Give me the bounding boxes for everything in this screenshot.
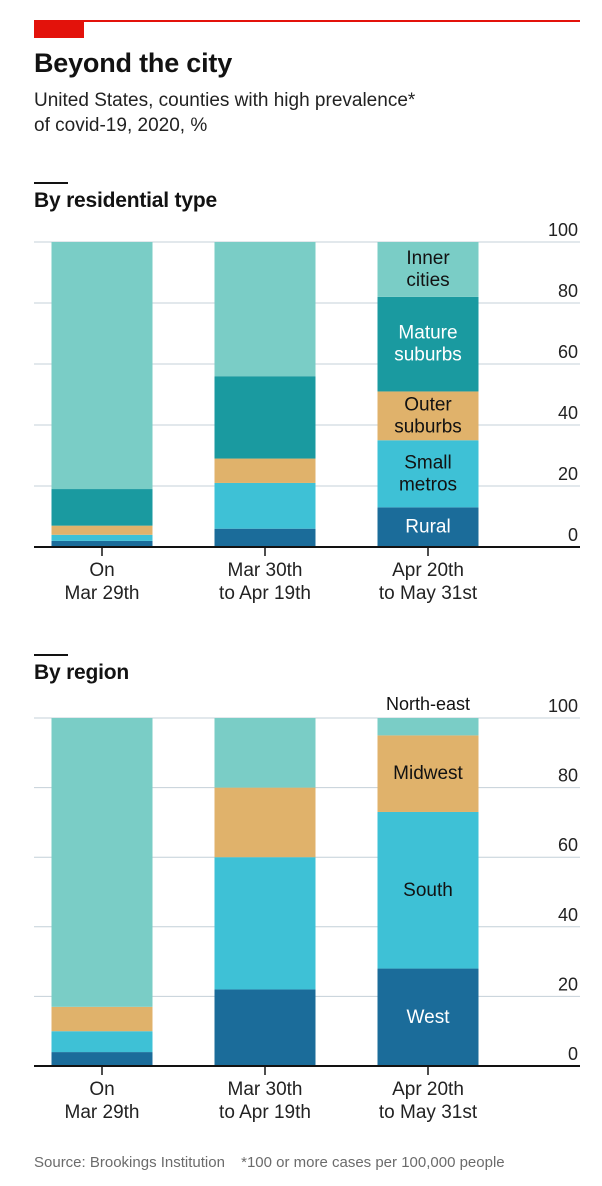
segment-label-small-metros-line: Small xyxy=(404,452,452,473)
segment-label-outer-suburbs-line: suburbs xyxy=(394,416,462,437)
subtitle-line-2: of covid-19, 2020, % xyxy=(34,115,208,136)
section-title-residential: By residential type xyxy=(34,189,217,212)
segment-label-midwest-line: Midwest xyxy=(393,763,463,784)
segment-label-west: West xyxy=(407,1007,451,1028)
bar-segment-south xyxy=(377,811,479,969)
bar-segment-mature-suburbs xyxy=(377,296,479,392)
section-title-region: By region xyxy=(34,661,130,684)
x-tick-label-line: to Apr 19th xyxy=(219,583,311,604)
x-tick-label: Apr 20th to May 31st xyxy=(379,560,478,604)
header-rule xyxy=(34,20,580,22)
chart-region: 0 20 40 60 80 100 West South Midwest North-east On… xyxy=(34,694,580,1123)
bar-segment-midwest xyxy=(51,1006,153,1032)
y-tick-label: 20 xyxy=(558,974,578,994)
bar-segment-small-metros xyxy=(51,534,153,541)
y-tick-label: 0 xyxy=(568,1044,578,1064)
bar-segment-outer-suburbs xyxy=(377,391,479,441)
y-tick-label: 80 xyxy=(558,766,578,786)
y-tick-label: 0 xyxy=(568,525,578,545)
x-tick-label: Mar 30th to Apr 19th xyxy=(219,1079,311,1123)
y-tick-label: 60 xyxy=(558,342,578,362)
bar-segment-inner-cities xyxy=(51,242,153,490)
x-tick-label-line: Apr 20th xyxy=(392,1079,464,1100)
bar-segment-west xyxy=(51,1052,153,1066)
y-tick-label: 60 xyxy=(558,835,578,855)
bar-segment-inner-cities xyxy=(377,242,479,297)
bar-segment-outer-suburbs xyxy=(214,458,316,483)
x-tick-label-line: to May 31st xyxy=(379,583,478,604)
x-tick-label-line: On xyxy=(89,560,114,581)
bar-segment-small-metros xyxy=(377,440,479,508)
x-tick-label-line: Mar 30th xyxy=(228,1079,303,1100)
segment-label-south-line: South xyxy=(403,880,453,901)
x-tick-label-line: Mar 30th xyxy=(228,560,303,581)
segment-label-midwest: Midwest xyxy=(393,763,463,784)
segment-label-inner-cities-line: Inner xyxy=(406,248,450,269)
bar-segment-north-east xyxy=(377,718,479,736)
y-tick-label: 40 xyxy=(558,905,578,925)
bar-segment-outer-suburbs xyxy=(51,525,153,535)
segment-label-small-metros-line: metros xyxy=(399,474,457,495)
x-tick-label-line: Mar 29th xyxy=(65,1102,140,1123)
bar-segment-rural xyxy=(377,507,479,547)
bar-segment-inner-cities xyxy=(214,242,316,377)
chart-title: Beyond the city xyxy=(34,48,233,78)
segment-label-west-line: West xyxy=(407,1007,451,1028)
bar-segment-west xyxy=(377,968,479,1066)
y-tick-label: 100 xyxy=(548,696,578,716)
bar-segment-south xyxy=(51,1031,153,1053)
brand-tab xyxy=(34,20,84,38)
y-tick-label: 100 xyxy=(548,220,578,240)
x-tick-label: On Mar 29th xyxy=(65,1079,140,1123)
source-note: Source: Brookings Institution xyxy=(34,1154,225,1171)
bar-segment-north-east xyxy=(51,718,153,1007)
segment-label-outer-suburbs: Outer suburbs xyxy=(394,394,462,437)
section-rule-residential xyxy=(34,182,68,184)
chart-subtitle: United States, counties with high preval… xyxy=(34,88,574,138)
segment-label-mature-suburbs-line: suburbs xyxy=(394,345,462,366)
bar-segment-west xyxy=(214,989,316,1066)
bar-segment-rural xyxy=(214,528,316,547)
x-tick-label-line: to May 31st xyxy=(379,1102,478,1123)
section-rule-region xyxy=(34,654,68,656)
bar-segment-mature-suburbs xyxy=(214,376,316,459)
bar-segment-south xyxy=(214,857,316,990)
x-tick-label-line: Apr 20th xyxy=(392,560,464,581)
x-tick-label-line: On xyxy=(89,1079,114,1100)
bar-segment-north-east xyxy=(214,718,316,788)
bar-segment-mature-suburbs xyxy=(51,489,153,526)
x-tick-label: Mar 30th to Apr 19th xyxy=(219,560,311,604)
segment-label-rural-line: Rural xyxy=(405,517,450,538)
x-tick-label-line: Mar 29th xyxy=(65,583,140,604)
asterisk-note: *100 or more cases per 100,000 people xyxy=(241,1154,505,1171)
bar-segment-midwest xyxy=(214,787,316,858)
y-tick-label: 20 xyxy=(558,464,578,484)
segment-label-inner-cities-line: cities xyxy=(406,270,449,291)
segment-label-mature-suburbs: Mature suburbs xyxy=(394,323,462,366)
segment-label-mature-suburbs-line: Mature xyxy=(398,323,457,344)
bar-segment-midwest xyxy=(377,735,479,812)
bar-segment-rural xyxy=(51,540,153,547)
x-tick-label-line: to Apr 19th xyxy=(219,1102,311,1123)
y-tick-label: 40 xyxy=(558,403,578,423)
segment-label-outer-suburbs-line: Outer xyxy=(404,394,452,415)
segment-label-small-metros: Small metros xyxy=(399,452,457,495)
x-tick-label: On Mar 29th xyxy=(65,560,140,604)
segment-label-inner-cities: Inner cities xyxy=(406,248,450,291)
segment-label-south: South xyxy=(403,880,453,901)
y-tick-label: 80 xyxy=(558,281,578,301)
x-tick-label: Apr 20th to May 31st xyxy=(379,1079,478,1123)
footnote: Source: Brookings Institution *100 or mo… xyxy=(34,1154,505,1171)
subtitle-line-1: United States, counties with high preval… xyxy=(34,90,416,111)
segment-label-north-east: North-east xyxy=(386,694,470,714)
bar-segment-small-metros xyxy=(214,482,316,529)
segment-label-rural: Rural xyxy=(405,517,450,538)
